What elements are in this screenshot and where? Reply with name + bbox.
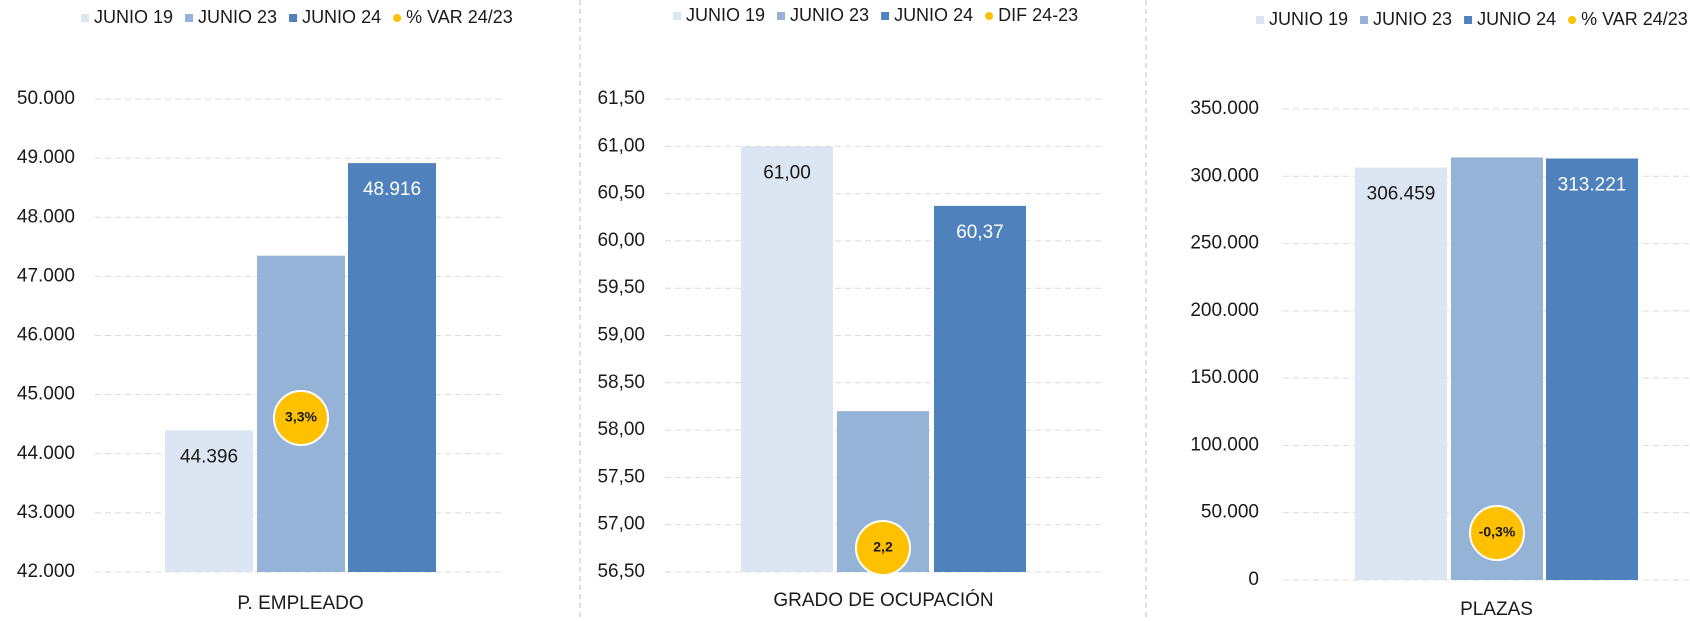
legend-marker bbox=[1256, 16, 1264, 24]
y-tick-label: 350.000 bbox=[1190, 98, 1259, 119]
legend-label: JUNIO 23 bbox=[198, 7, 277, 27]
variation-bubble bbox=[273, 390, 329, 446]
legend-label: DIF 24-23 bbox=[998, 5, 1078, 25]
legend-marker bbox=[81, 14, 89, 22]
bar bbox=[934, 205, 1026, 572]
legend-label: % VAR 24/23 bbox=[1581, 9, 1688, 29]
y-tick-label: 57,00 bbox=[597, 514, 645, 535]
variation-label: 2,2 bbox=[873, 539, 893, 555]
y-tick-label: 57,50 bbox=[597, 466, 645, 487]
bar bbox=[1355, 167, 1447, 580]
y-tick-label: 300.000 bbox=[1190, 165, 1259, 186]
data-label: 60,37 bbox=[956, 222, 1004, 243]
y-tick-label: 61,50 bbox=[597, 88, 645, 109]
y-tick-label: 200.000 bbox=[1190, 300, 1259, 321]
legend-marker bbox=[1568, 16, 1577, 24]
y-tick-label: 250.000 bbox=[1190, 233, 1259, 254]
data-label: 48.916 bbox=[363, 179, 421, 200]
y-tick-label: 45.000 bbox=[17, 384, 75, 405]
y-tick-label: 50.000 bbox=[1201, 502, 1259, 523]
legend-marker bbox=[185, 14, 194, 22]
variation-label: 3,3% bbox=[285, 409, 317, 425]
legend-marker bbox=[673, 12, 681, 20]
bar bbox=[741, 146, 833, 573]
legend-label: JUNIO 19 bbox=[686, 5, 765, 25]
x-category-label: PLAZAS bbox=[1460, 599, 1533, 620]
bar bbox=[165, 430, 253, 572]
y-tick-label: 56,50 bbox=[597, 561, 645, 582]
variation-bubble bbox=[1469, 505, 1525, 561]
y-tick-label: 44.000 bbox=[17, 443, 75, 464]
y-tick-label: 59,50 bbox=[597, 277, 645, 298]
bar bbox=[348, 163, 436, 573]
y-tick-label: 60,50 bbox=[597, 183, 645, 204]
y-tick-label: 58,00 bbox=[597, 419, 645, 440]
data-label: 313.221 bbox=[1558, 175, 1627, 196]
y-tick-label: 100.000 bbox=[1190, 434, 1259, 455]
y-tick-label: 50.000 bbox=[17, 88, 75, 109]
legend-marker bbox=[393, 14, 402, 22]
legend-marker bbox=[985, 12, 994, 20]
y-tick-label: 46.000 bbox=[17, 325, 75, 346]
legend-marker bbox=[1360, 16, 1369, 24]
data-label: 44.396 bbox=[180, 446, 238, 467]
legend-label: JUNIO 24 bbox=[1477, 9, 1556, 29]
data-label: 306.459 bbox=[1367, 184, 1436, 205]
legend-marker bbox=[777, 12, 786, 20]
x-category-label: P. EMPLEADO bbox=[237, 593, 363, 614]
legend-marker bbox=[1464, 16, 1473, 24]
y-tick-label: 47.000 bbox=[17, 265, 75, 286]
legend-label: JUNIO 24 bbox=[894, 5, 973, 25]
legend-marker bbox=[289, 14, 298, 22]
y-tick-label: 59,00 bbox=[597, 325, 645, 346]
legend-label: JUNIO 24 bbox=[302, 7, 381, 27]
legend-label: % VAR 24/23 bbox=[406, 7, 513, 27]
legend-marker bbox=[881, 12, 890, 20]
y-tick-label: 60,00 bbox=[597, 230, 645, 251]
y-tick-label: 42.000 bbox=[17, 561, 75, 582]
data-label: 61,00 bbox=[763, 162, 811, 183]
legend-label: JUNIO 23 bbox=[790, 5, 869, 25]
x-category-label: GRADO DE OCUPACIÓN bbox=[773, 589, 993, 611]
y-tick-label: 43.000 bbox=[17, 502, 75, 523]
y-tick-label: 0 bbox=[1248, 569, 1259, 590]
legend-label: JUNIO 19 bbox=[1269, 9, 1348, 29]
variation-label: -0,3% bbox=[1479, 524, 1516, 540]
variation-bubble bbox=[855, 520, 911, 576]
bar bbox=[1546, 158, 1638, 580]
y-tick-label: 58,50 bbox=[597, 372, 645, 393]
y-tick-label: 48.000 bbox=[17, 206, 75, 227]
legend-label: JUNIO 19 bbox=[94, 7, 173, 27]
y-tick-label: 49.000 bbox=[17, 147, 75, 168]
y-tick-label: 150.000 bbox=[1190, 367, 1259, 388]
y-tick-label: 61,00 bbox=[597, 135, 645, 156]
legend-label: JUNIO 23 bbox=[1373, 9, 1452, 29]
